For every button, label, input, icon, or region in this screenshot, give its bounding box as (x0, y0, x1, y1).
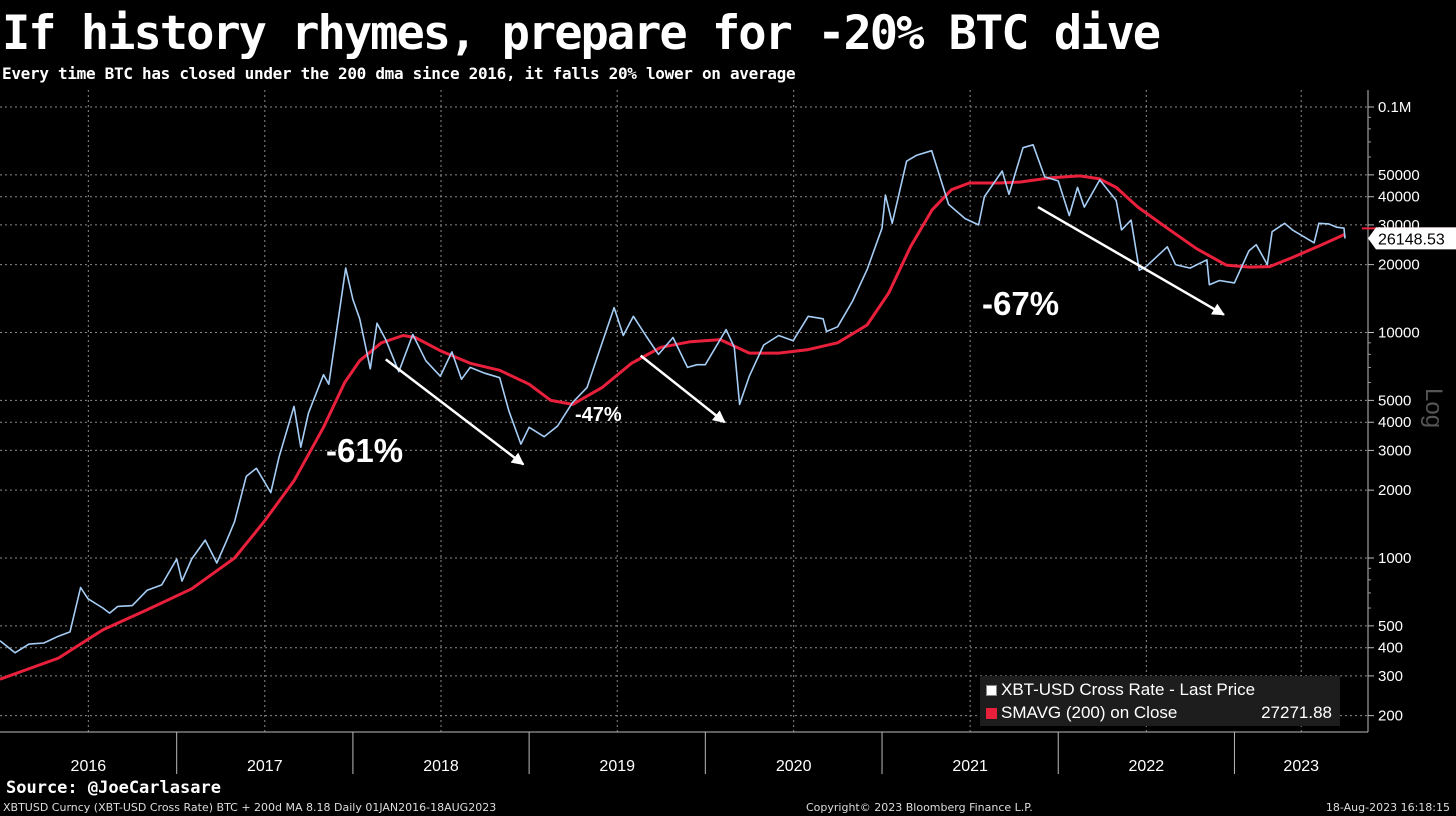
legend-price-label: XBT-USD Cross Rate - Last Price (1001, 680, 1256, 699)
footer-timestamp: 18-Aug-2023 16:18:15 (1325, 801, 1450, 814)
y-tick-label: 50000 (1378, 167, 1420, 184)
x-tick-label: 2020 (776, 758, 812, 775)
legend-ma-value: 27271.88 (1261, 703, 1332, 722)
x-tick-label: 2019 (599, 758, 635, 775)
chart-title: If history rhymes, prepare for -20% BTC … (2, 6, 1161, 61)
y-tick-label: 5000 (1378, 392, 1411, 409)
drawdown-label: -47% (575, 404, 622, 426)
drawdown-label: -67% (982, 285, 1059, 322)
x-tick-label: 2023 (1283, 758, 1319, 775)
legend-item-moving-average: SMAVG (200) on Close 27271.88 (986, 702, 1332, 724)
chart-subtitle: Every time BTC has closed under the 200 … (2, 64, 796, 83)
price-swatch-icon (986, 685, 997, 696)
y-tick-label: 2000 (1378, 482, 1411, 499)
drawdown-label: -61% (326, 432, 403, 469)
x-tick-label: 2017 (247, 758, 283, 775)
moving-average-layer (0, 174, 1346, 681)
y-tick-label: 10000 (1378, 325, 1420, 342)
footer-copyright: Copyright© 2023 Bloomberg Finance L.P. (806, 801, 1033, 814)
axes: 2016 2017 2018 2019 2020 2021 2022 2023 0.1M 5000… (0, 90, 1456, 775)
x-tick-label: 2016 (71, 758, 107, 775)
y-tick-label: 1000 (1378, 550, 1411, 567)
x-tick-label: 2021 (952, 758, 988, 775)
drawdown-arrow (384, 358, 525, 466)
chart-legend: XBT-USD Cross Rate - Last Price SMAVG (2… (980, 676, 1340, 726)
x-tick-label: 2018 (423, 758, 459, 775)
source-credit: Source: @JoeCarlasare (6, 778, 221, 798)
y-tick-label: 4000 (1378, 414, 1411, 431)
y-tick-label: 300 (1378, 668, 1403, 685)
annotation-layer: -61% -47% -67% (326, 205, 1225, 469)
y-tick-label: 0.1M (1378, 99, 1411, 116)
last-price-label: 26148.53 (1378, 231, 1445, 248)
y-tick-label: 20000 (1378, 257, 1420, 274)
drawdown-arrow (1037, 205, 1225, 316)
price-line (0, 144, 1346, 654)
legend-ma-label: SMAVG (200) on Close (1001, 703, 1178, 722)
grid-lines (0, 90, 1368, 732)
legend-item-price: XBT-USD Cross Rate - Last Price (986, 679, 1255, 701)
y-tick-label: 3000 (1378, 442, 1411, 459)
y-tick-label: 400 (1378, 640, 1403, 657)
y-tick-label: 500 (1378, 618, 1403, 635)
y-tick-label: 200 (1378, 708, 1403, 725)
y-tick-label: 40000 (1378, 189, 1420, 206)
price-layer (0, 144, 1346, 654)
moving-average-line (0, 174, 1346, 681)
log-scale-label: Log (1420, 388, 1447, 428)
drawdown-arrow (639, 354, 726, 424)
ma-swatch-icon (986, 708, 997, 719)
x-tick-label: 2022 (1129, 758, 1165, 775)
last-price-tag (1368, 227, 1456, 250)
footer-ticker-info: XBTUSD Curncy (XBT-USD Cross Rate) BTC +… (3, 801, 497, 814)
